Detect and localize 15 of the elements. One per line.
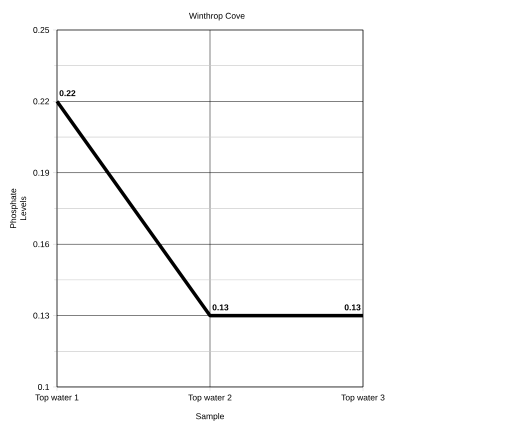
y-tick-label: 0.13 — [33, 312, 50, 319]
y-tick-label: 0.16 — [33, 241, 50, 248]
x-tick-label: Top water 2 — [188, 394, 232, 402]
x-axis-title: Sample — [196, 413, 224, 421]
y-tick-label: 0.25 — [33, 26, 50, 33]
data-label: 0.22 — [60, 90, 76, 96]
y-tick-label: 0.19 — [33, 170, 50, 176]
y-tick-label: 0.22 — [33, 98, 50, 104]
x-tick-label: Top water 3 — [341, 394, 385, 402]
chart-title: Winthrop Cove — [189, 12, 245, 20]
y-axis-title: Phosphate Levels — [10, 188, 26, 228]
data-label: 0.13 — [212, 304, 228, 310]
data-label: 0.13 — [344, 304, 361, 310]
y-tick-label: 0.1 — [38, 384, 50, 390]
x-tick-label: Top water 1 — [35, 394, 78, 402]
